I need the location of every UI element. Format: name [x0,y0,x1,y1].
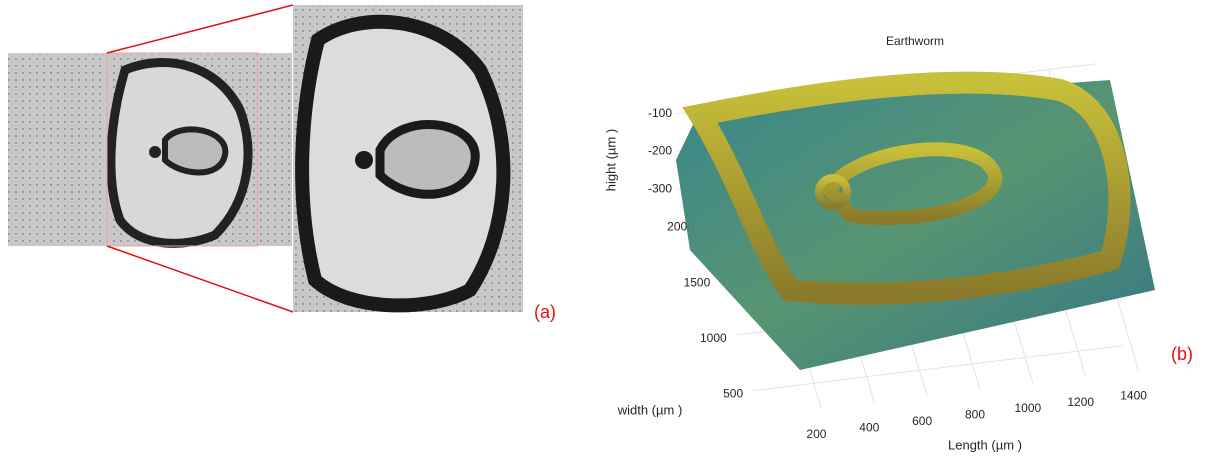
z-tick-label: -100 [648,106,672,120]
x-tick-label: 800 [965,408,985,422]
surface [676,80,1155,370]
chart-title: Earthworm [886,34,944,48]
x-tick-label: 1200 [1067,395,1094,409]
z-tick-label: -300 [648,181,672,195]
x-tick-label: 200 [806,427,826,441]
x-tick-label: 1000 [1015,401,1042,415]
x-tick-label: 400 [859,421,879,435]
z-tick-label: -200 [648,144,672,158]
x-tick-label: 1400 [1120,388,1147,402]
figure: (a) Earthworm 200 400 600 800 1000 1200 1400 50… [0,0,1226,457]
micrograph [8,5,523,312]
y-tick-label: 1000 [700,331,727,345]
z-axis-label: hight (µm ) [603,129,618,191]
y-axis-label: width (µm ) [617,402,683,417]
y-tick-label: 500 [723,387,743,401]
x-tick-label: 600 [912,414,932,428]
panel-label: (b) [1171,344,1193,364]
x-axis-label: Length (µm ) [948,437,1022,452]
panel-label: (a) [534,302,556,322]
y-tick-label: 1500 [684,275,711,289]
